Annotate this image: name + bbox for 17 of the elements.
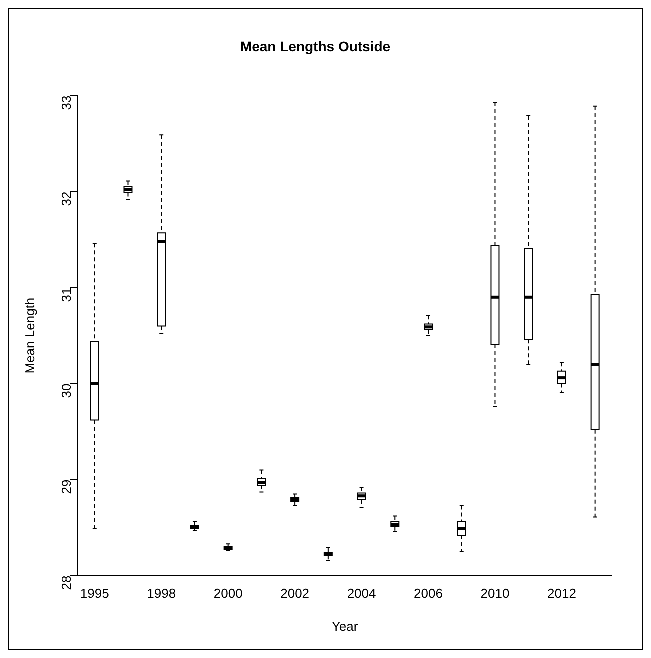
x-tick-label: 1995 xyxy=(80,586,110,602)
x-tick-label: 1998 xyxy=(147,586,176,602)
x-tick-label: 2010 xyxy=(480,586,510,602)
x-tick-label: 2004 xyxy=(347,586,376,602)
y-tick-label: 31 xyxy=(58,288,74,302)
x-tick-label: 2002 xyxy=(280,586,310,602)
x-tick-label: 2012 xyxy=(547,586,576,602)
chart-title: Mean Lengths Outside xyxy=(240,38,391,54)
y-tick-label: 28 xyxy=(58,576,74,590)
y-tick-label: 33 xyxy=(58,96,74,110)
y-tick-label: 29 xyxy=(58,480,74,494)
y-tick-label: 30 xyxy=(58,384,74,398)
x-tick-label: 2000 xyxy=(214,586,243,602)
y-tick-label: 32 xyxy=(58,192,74,206)
y-axis-title: Mean Length xyxy=(22,298,38,374)
x-tick-label: 2006 xyxy=(414,586,443,602)
x-axis-title: Year xyxy=(332,618,359,634)
